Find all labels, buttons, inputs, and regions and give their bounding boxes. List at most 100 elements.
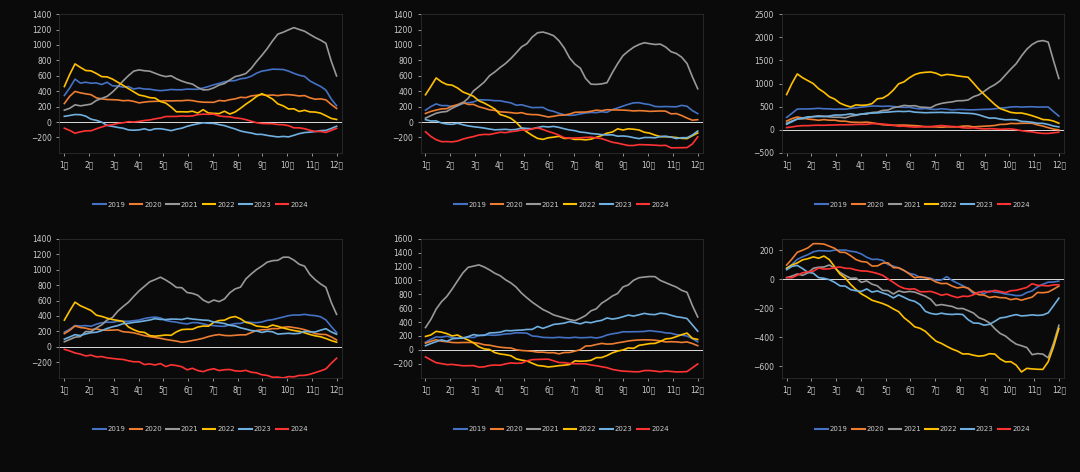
- 2023: [1052, 295, 1065, 301]
- 2021: [234, 73, 247, 78]
- Line: 2023: 2023: [786, 265, 1058, 325]
- 2020: [961, 123, 974, 129]
- 2022: [606, 350, 619, 356]
- 2024: [314, 368, 327, 374]
- 2020: [951, 285, 964, 291]
- 2021: [590, 306, 603, 312]
- 2019: [691, 111, 704, 117]
- Legend: 2019, 2020, 2021, 2022, 2023, 2024: 2019, 2020, 2021, 2022, 2023, 2024: [815, 426, 1030, 432]
- 2019: [780, 115, 793, 120]
- 2022: [68, 299, 81, 305]
- 2024: [441, 362, 454, 368]
- 2021: [951, 306, 964, 312]
- 2021: [780, 275, 793, 280]
- 2020: [600, 107, 613, 112]
- 2019: [298, 312, 311, 317]
- 2023: [191, 317, 204, 322]
- 2021: [472, 262, 485, 268]
- 2023: [584, 320, 597, 326]
- 2021: [186, 291, 199, 296]
- 2024: [967, 292, 980, 298]
- 2020: [595, 341, 608, 346]
- 2023: [271, 134, 284, 140]
- 2020: [951, 124, 964, 130]
- 2021: [600, 80, 613, 85]
- 2022: [159, 100, 172, 106]
- 2020: [240, 95, 253, 101]
- 2022: [521, 358, 534, 364]
- 2021: [946, 99, 959, 105]
- 2023: [229, 323, 242, 329]
- 2022: [314, 110, 327, 116]
- 2022: [914, 326, 927, 331]
- 2023: [691, 128, 704, 134]
- 2023: [791, 262, 804, 268]
- 2020: [686, 118, 699, 123]
- 2022: [191, 324, 204, 330]
- 2021: [600, 297, 613, 303]
- 2022: [876, 95, 889, 101]
- 2020: [159, 98, 172, 103]
- 2019: [914, 275, 927, 280]
- 2019: [961, 107, 974, 113]
- 2024: [553, 132, 566, 138]
- 2019: [154, 315, 167, 321]
- 2022: [1015, 369, 1028, 375]
- 2021: [79, 102, 92, 108]
- 2019: [1052, 278, 1065, 284]
- 2023: [229, 126, 242, 132]
- 2024: [961, 125, 974, 131]
- Line: 2022: 2022: [65, 64, 337, 119]
- 2024: [914, 124, 927, 130]
- 2021: [330, 312, 343, 317]
- Line: 2024: 2024: [65, 349, 337, 378]
- 2019: [441, 333, 454, 339]
- 2019: [521, 103, 534, 109]
- 2022: [229, 314, 242, 320]
- Line: 2019: 2019: [65, 69, 337, 106]
- 2024: [441, 139, 454, 144]
- 2022: [446, 82, 459, 88]
- 2023: [961, 110, 974, 116]
- 2019: [865, 103, 878, 109]
- 2023: [330, 331, 343, 337]
- 2019: [58, 329, 71, 335]
- 2019: [154, 88, 167, 93]
- Line: 2020: 2020: [426, 102, 698, 120]
- 2023: [807, 270, 820, 276]
- Line: 2024: 2024: [786, 124, 1058, 134]
- 2023: [780, 121, 793, 127]
- 2021: [1031, 39, 1044, 44]
- 2023: [595, 132, 608, 137]
- 2022: [330, 117, 343, 122]
- 2024: [1052, 129, 1065, 135]
- 2022: [1052, 326, 1065, 331]
- 2022: [330, 339, 343, 345]
- 2023: [675, 315, 688, 320]
- 2020: [175, 339, 188, 345]
- 2020: [691, 343, 704, 348]
- 2024: [780, 275, 793, 280]
- 2019: [1052, 113, 1065, 119]
- 2023: [780, 267, 793, 272]
- 2020: [568, 110, 581, 115]
- 2019: [584, 335, 597, 340]
- 2022: [84, 308, 97, 313]
- 2021: [908, 103, 921, 109]
- 2024: [330, 126, 343, 131]
- 2020: [197, 336, 210, 341]
- 2019: [79, 79, 92, 85]
- 2021: [1052, 76, 1065, 81]
- 2020: [419, 110, 432, 116]
- 2020: [791, 114, 804, 120]
- Line: 2023: 2023: [786, 111, 1058, 127]
- 2021: [58, 339, 71, 345]
- 2023: [314, 328, 327, 333]
- 2024: [801, 123, 814, 128]
- 2022: [191, 110, 204, 116]
- 2020: [314, 96, 327, 101]
- 2020: [234, 332, 247, 337]
- 2019: [548, 335, 561, 341]
- 2019: [801, 106, 814, 112]
- Line: 2019: 2019: [426, 100, 698, 115]
